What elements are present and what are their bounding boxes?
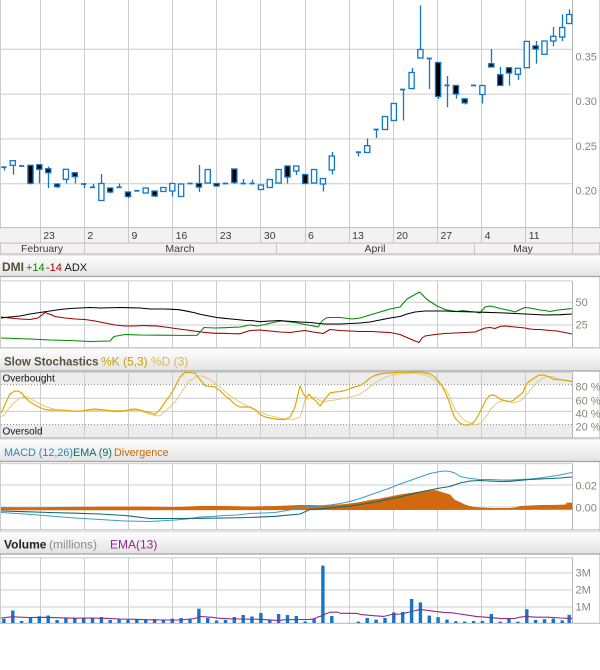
svg-text:March: March — [165, 243, 194, 255]
svg-text:11: 11 — [529, 230, 540, 242]
svg-text:0.02: 0.02 — [576, 481, 597, 493]
svg-text:40 %: 40 % — [576, 408, 600, 420]
svg-text:23: 23 — [220, 230, 232, 242]
svg-text:4: 4 — [485, 230, 491, 242]
svg-text:0.35: 0.35 — [576, 51, 597, 63]
svg-text:13: 13 — [352, 230, 364, 242]
svg-text:2M: 2M — [576, 585, 591, 597]
svg-text:80 %: 80 % — [576, 382, 600, 394]
svg-text:0.30: 0.30 — [576, 96, 597, 108]
svg-text:30: 30 — [264, 230, 276, 242]
svg-text:MACD (12,26): MACD (12,26) — [4, 447, 73, 459]
svg-text:27: 27 — [440, 230, 452, 242]
svg-text:DMI: DMI — [2, 260, 24, 274]
svg-text:ADX: ADX — [65, 262, 88, 274]
svg-text:April: April — [364, 243, 385, 255]
svg-text:0.20: 0.20 — [576, 186, 597, 198]
svg-text:2: 2 — [87, 230, 93, 242]
svg-text:Overbought: Overbought — [3, 373, 55, 384]
svg-text:-14: -14 — [46, 262, 62, 274]
svg-text:%K (5,3): %K (5,3) — [101, 355, 148, 369]
svg-text:1M: 1M — [576, 602, 591, 614]
svg-text:0.00: 0.00 — [576, 503, 597, 515]
svg-text:20: 20 — [396, 230, 408, 242]
svg-text:%D (3): %D (3) — [151, 355, 188, 369]
svg-text:EMA (9): EMA (9) — [73, 447, 112, 459]
svg-text:3M: 3M — [576, 568, 591, 580]
svg-text:Volume: Volume — [4, 538, 47, 552]
svg-text:20 %: 20 % — [576, 422, 600, 434]
svg-text:25: 25 — [576, 320, 588, 332]
svg-text:0.25: 0.25 — [576, 141, 597, 153]
svg-text:6: 6 — [308, 230, 314, 242]
svg-text:Divergence: Divergence — [114, 447, 169, 459]
svg-text:EMA(13): EMA(13) — [110, 538, 157, 552]
svg-text:9: 9 — [131, 230, 137, 242]
svg-text:16: 16 — [176, 230, 188, 242]
svg-text:May: May — [513, 243, 534, 255]
svg-text:February: February — [21, 243, 64, 255]
svg-text:23: 23 — [43, 230, 55, 242]
svg-text:Slow Stochastics: Slow Stochastics — [4, 357, 99, 369]
svg-text:+14: +14 — [26, 262, 45, 274]
svg-text:50: 50 — [576, 297, 588, 309]
svg-text:60 %: 60 % — [576, 395, 600, 407]
svg-text:Oversold: Oversold — [3, 427, 43, 438]
svg-text:(millions): (millions) — [49, 538, 97, 552]
